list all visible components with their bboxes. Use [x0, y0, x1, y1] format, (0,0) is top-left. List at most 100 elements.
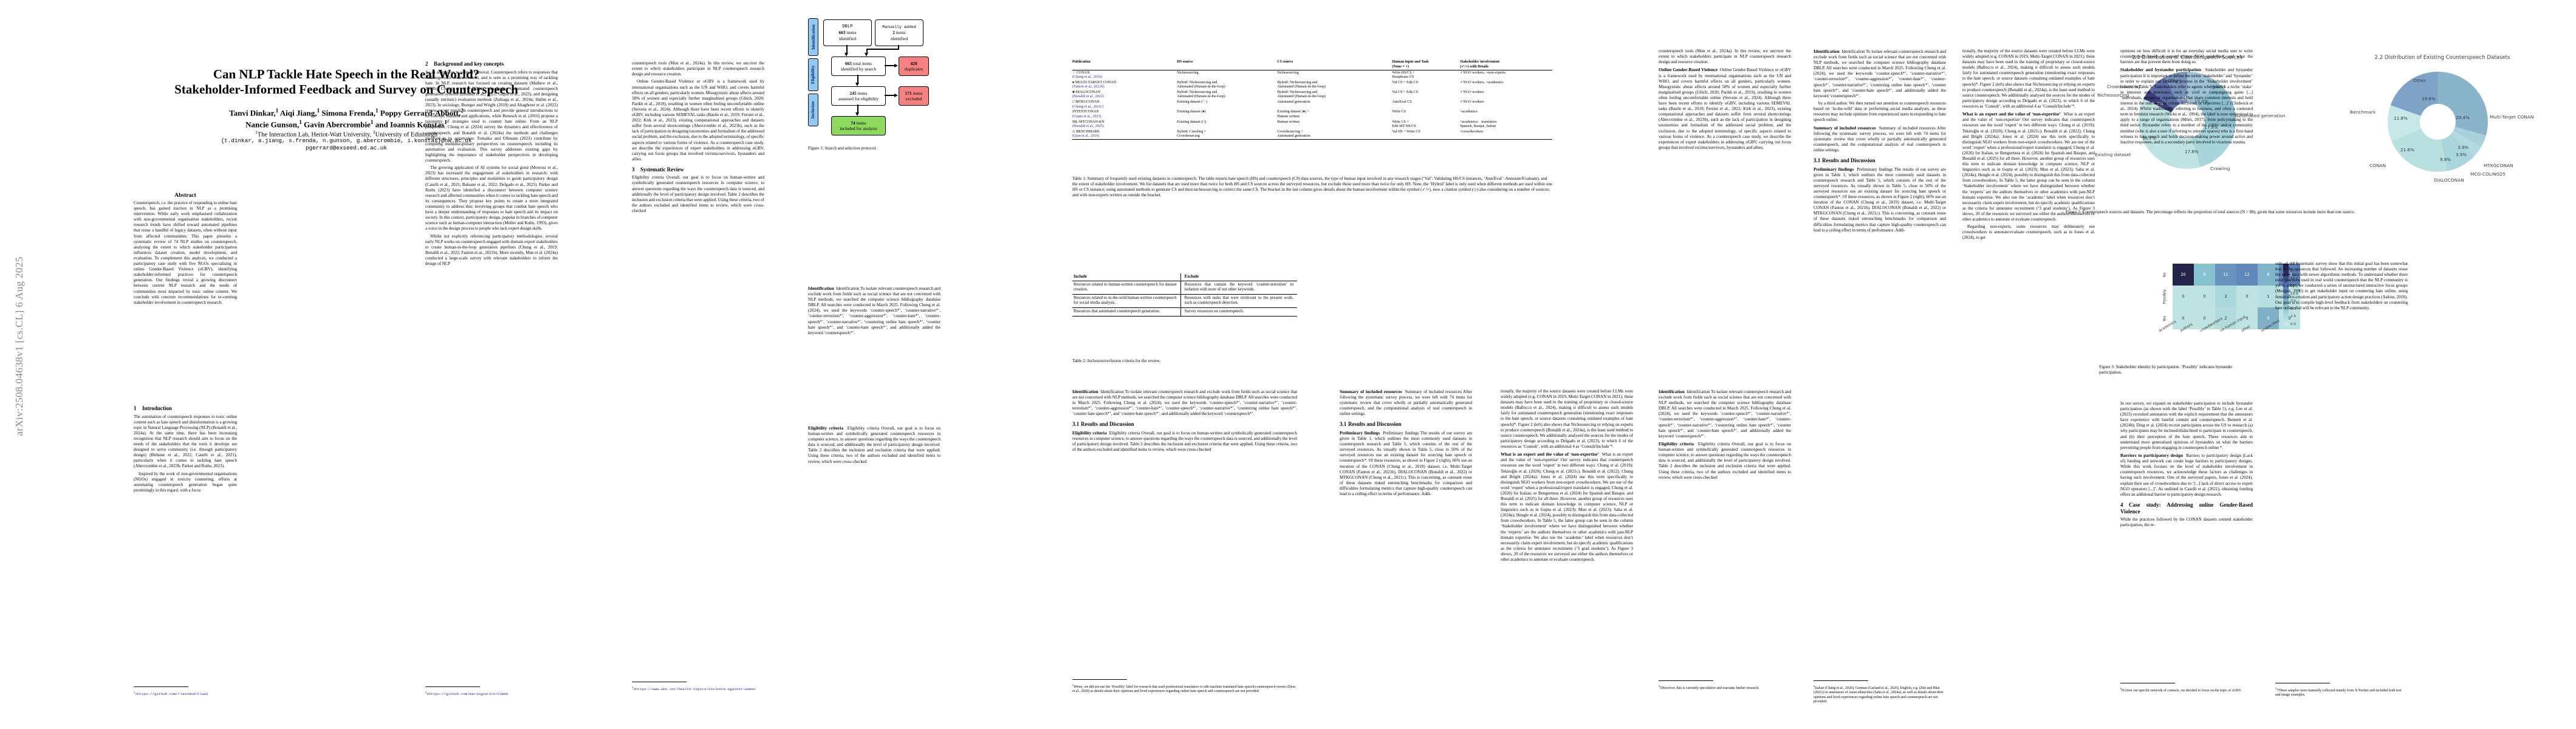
donut-2-label-dialoconan: DIALOCONAN [2434, 177, 2464, 183]
arrowhead-dblp [844, 53, 848, 56]
misc-b-2: Eligibility criteria Eligibility criteri… [1659, 441, 1791, 480]
heatmap-cell: 12 [2236, 264, 2258, 286]
abstract-body: Counterspeech, i.e. the practice of resp… [134, 200, 237, 307]
email-line-1: {t.dinkar, a.jiang, s.frenda, n.gunson, … [221, 137, 472, 144]
identification-paragraph: Identification Identification To isolate… [808, 286, 940, 335]
arrow-elig-to-excluded [885, 95, 896, 96]
abstract-paragraph: Counterspeech, i.e. the practice of resp… [134, 200, 237, 305]
gbv-paragraph-1: counterspeech tools (Mun et al., 2024a).… [632, 61, 764, 77]
heatmap-cell: 0 [2194, 286, 2216, 307]
cell-cs: Automated generation [1277, 100, 1310, 104]
footnote-col2: 22https://github.com/marioguarico/CSWeb [425, 691, 509, 696]
heatmap-colorbar [2283, 264, 2289, 326]
table-2-caption: Table 2: Inclusion/exclusion criteria fo… [1072, 358, 1161, 363]
heatmap-cell: 8 [2258, 264, 2280, 286]
cell-stakeholder: ✓NGO workers [1460, 90, 1484, 94]
final-paragraph: sults of our systematic survey show that… [2275, 261, 2408, 310]
cell-stakeholder: ✓NGO workers [1460, 100, 1484, 104]
email-block: {t.dinkar, a.jiang, s.frenda, n.gunson, … [103, 137, 589, 152]
cell-task: Ann/Eval CS [1392, 100, 1412, 104]
expert-value-paragraph: What is an expert and the value of ‘non-… [1501, 451, 1633, 562]
eligibility-criteria-column: Eligibility criteria Eligibility criteri… [808, 425, 940, 467]
node-dblp: DBLP 663 items identified [823, 19, 872, 46]
donut-2-label-other: Other [2413, 78, 2426, 83]
donut-2-pct-mtkgconan: 3.9% [2458, 145, 2469, 150]
misc-column-a: counterspeech tools (Mun et al., 2024a).… [1659, 49, 1791, 152]
heatmap-cell: 0 [2173, 286, 2194, 307]
arrow-elig-to-included [857, 104, 858, 113]
cbar-tick: 12.5 [2290, 284, 2298, 288]
donut-2-pct-other: 19.6% [2422, 96, 2436, 101]
donut-2-pct-benchmark: 11.8% [2394, 115, 2408, 121]
author-line-2: Nancie Gunson,1 Gavin Abercrombie1 and I… [245, 120, 447, 129]
donut-chart-sources: 2.1 Distribution of Counterspeech Source… [2066, 55, 2309, 182]
abstract-heading: Abstract [174, 192, 196, 199]
survey-expand-paragraph: In our survey, we expand on stakeholder … [2120, 401, 2253, 450]
cbar-tick: 17.5 [2290, 269, 2298, 273]
donut-2-hole [2420, 104, 2456, 140]
title-line-2: Stakeholder-Informed Feedback and Survey… [174, 82, 518, 97]
cell-publication: ♣ DIALOCONAN (Bonaldi et al., 2022) [1072, 90, 1104, 99]
heatmap-cell: 3 [2215, 286, 2237, 307]
cell-hs: Nichesourcing [1177, 70, 1199, 75]
cbar-tick: 5.0 [2290, 307, 2296, 311]
stage-eligibility: Eligibility [808, 58, 818, 91]
heatmap-cell: 0 [2173, 307, 2194, 329]
table-row: □ MTKGCONAN (Chung et al., 2021c) Existin… [1072, 100, 1552, 110]
results-main-4: Preliminary findings Preliminary finding… [1814, 166, 1946, 233]
cell-publication: ML-MTCONAN-KN (Bonaldi et al., 2025) [1072, 120, 1105, 129]
summary-included: Summary of included resources Summary of… [1340, 389, 1472, 417]
expert-paragraph: What is an expert and the value of ‘non-… [1962, 111, 2095, 222]
cell-cs: Hybrid: Nichesourcing and Automated (Huma… [1277, 80, 1326, 89]
section-heading-background: 2 Background and key concepts [425, 61, 504, 67]
footnote-rule-col1 [134, 686, 188, 687]
heatmap-cell: 6 [2194, 264, 2216, 286]
misc-column-b: Identification Identification To isolate… [1659, 389, 1791, 482]
casestudy-paragraph: While the practices followed by the CONA… [2120, 517, 2253, 528]
cell-task: Write CS [1392, 110, 1406, 114]
donut-2-label-benchmark: Benchmark [2350, 109, 2376, 115]
intro-paragraph-2: Inspired by the work of non-governmental… [134, 471, 237, 493]
opinions-paragraph-1: opinions on how difficult it is for an e… [2120, 49, 2253, 65]
cbar-tick: 2.5 [2290, 315, 2296, 318]
table-row: INTENTCONAN (Gupta et al., 2023) Existing… [1072, 110, 1552, 120]
table-row: ♠ MULTI-TARGET CONAN (Fanton et al., 2021… [1072, 80, 1552, 90]
arrow-total-to-eligibility [857, 75, 858, 83]
section-heading-results-2: 3.1 Results and Discussion [1340, 421, 1402, 428]
th-exclude: Exclude [1180, 273, 1297, 281]
node-included: 74 items included for analysis [831, 116, 886, 135]
tionally-paragraph: tionally, the majority of the source dat… [1962, 49, 2095, 109]
footnote-rule-col7 [1814, 680, 1868, 681]
donut-2-pct-mcgcoling: 3.9% [2456, 152, 2467, 157]
donut-1-label-nichesourcing: Nichesourcing [2097, 92, 2129, 98]
heatmap-cell: 2 [2215, 307, 2237, 329]
summary-column: Summary of included resources Summary of… [1340, 389, 1472, 499]
donut-1-hole [2170, 103, 2205, 138]
donut-1-label-crawling: Crawling [2210, 166, 2230, 171]
footnote-col9: 77These samples were manually collected … [2275, 687, 2402, 697]
results-continued-column: tionally, the majority of the source dat… [1501, 389, 1633, 564]
results-tionally: tionally, the majority of the source dat… [1501, 389, 1633, 449]
donut-2-pct-mtconan: 29.4% [2456, 115, 2470, 120]
donut-1-pct-crowdsourcing: 6.7% [2152, 101, 2163, 106]
opinions-column-b: In our survey, we expand on stakeholder … [2120, 401, 2253, 530]
identification-column: Identification Identification To isolate… [808, 286, 940, 338]
cbar-tick: 20.0 [2290, 262, 2298, 265]
cell-hs: Existing dataset (□) [1177, 120, 1207, 124]
author-list: Tanvi Dinkar,1 Aiqi Jiang,1 Simona Frend… [103, 106, 589, 130]
cell-stakeholder: ✓NGO workers, ×non-experts [1460, 70, 1506, 75]
footnote-rule-col2 [425, 686, 480, 687]
heatmap-row: Possibly 0 0 3 0 1 0 [2157, 286, 2301, 307]
misc-a-1: counterspeech tools (Mun et al., 2024a).… [1659, 49, 1791, 65]
cell-stakeholder: ✓NGO workers, ×academics [1460, 80, 1504, 84]
table-2-header-row: Include Exclude [1072, 273, 1297, 281]
section-heading-systematic: 3 Systematic Review [632, 166, 684, 173]
th-include: Include [1074, 274, 1087, 279]
intro-paragraph-1: The automation of counterspeech response… [134, 414, 237, 469]
table-row: ML-MTCONAN-KN (Bonaldi et al., 2025) Exis… [1072, 120, 1552, 129]
email-line-2: pgerrard@exseed.ed.ac.uk [306, 145, 387, 151]
affiliation-line: 1The Interaction Lab, Heriot-Watt Univer… [255, 129, 438, 139]
table-row: ◇ BENCHMARK (Qian et al., 2019) Hybrid: C… [1072, 129, 1552, 140]
cell-cs: Crowdsourcing + Automated generation [1277, 129, 1310, 139]
heatmap-row: No 20 6 11 12 8 13 [2157, 264, 2301, 286]
